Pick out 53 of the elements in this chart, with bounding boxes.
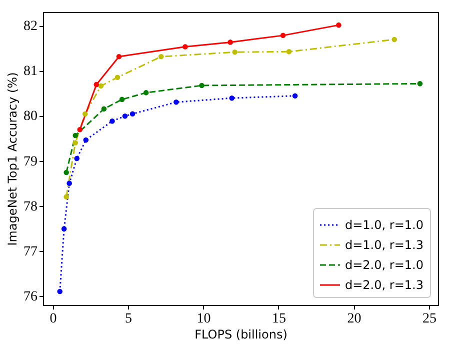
point — [110, 118, 115, 124]
x-tick-label: 15 — [272, 312, 286, 326]
y-axis-title: ImageNet Top1 Accuracy (%) — [6, 72, 20, 246]
point — [64, 170, 69, 176]
x-tick-label: 25 — [422, 312, 436, 326]
point — [417, 81, 423, 86]
point — [66, 180, 72, 186]
point — [292, 93, 298, 98]
y-tick-label: 81 — [24, 64, 38, 80]
legend-label: d=2.0, r=1.0 — [345, 258, 424, 272]
point — [72, 140, 78, 146]
x-tick-label: 20 — [347, 312, 362, 326]
point — [77, 127, 83, 132]
point — [82, 111, 88, 117]
point — [64, 194, 69, 200]
x-tick-label: 0 — [50, 312, 57, 326]
point — [119, 96, 125, 102]
point — [199, 82, 204, 88]
y-tick-label: 77 — [24, 244, 38, 260]
x-tick-label: 5 — [125, 312, 132, 326]
point — [122, 113, 128, 119]
point — [229, 95, 234, 101]
point — [182, 44, 188, 50]
point — [280, 32, 286, 38]
point — [143, 90, 149, 96]
point — [101, 106, 107, 112]
y-tick-label: 76 — [24, 289, 38, 304]
point — [114, 74, 120, 80]
x-axis-title: FLOPS (billions) — [194, 328, 288, 342]
point — [336, 22, 342, 28]
point — [83, 137, 89, 143]
y-tick-label: 82 — [24, 19, 38, 34]
point — [116, 54, 122, 60]
y-tick-label: 80 — [24, 109, 38, 124]
point — [228, 40, 233, 45]
point — [57, 288, 62, 294]
point — [392, 36, 398, 42]
point — [130, 111, 136, 117]
x-tick-label: 10 — [196, 312, 211, 326]
point — [158, 54, 164, 60]
point — [232, 49, 238, 55]
point — [74, 156, 80, 162]
legend-label: d=1.0, r=1.0 — [345, 218, 424, 232]
point — [286, 49, 292, 54]
point — [61, 226, 67, 232]
y-tick-label: 78 — [24, 199, 38, 214]
legend-label: d=1.0, r=1.3 — [345, 238, 424, 252]
point — [72, 132, 78, 138]
legend-label: d=2.0, r=1.3 — [345, 278, 424, 292]
point — [94, 82, 100, 88]
point — [98, 83, 104, 89]
y-tick-label: 79 — [24, 154, 38, 170]
point — [174, 100, 179, 105]
